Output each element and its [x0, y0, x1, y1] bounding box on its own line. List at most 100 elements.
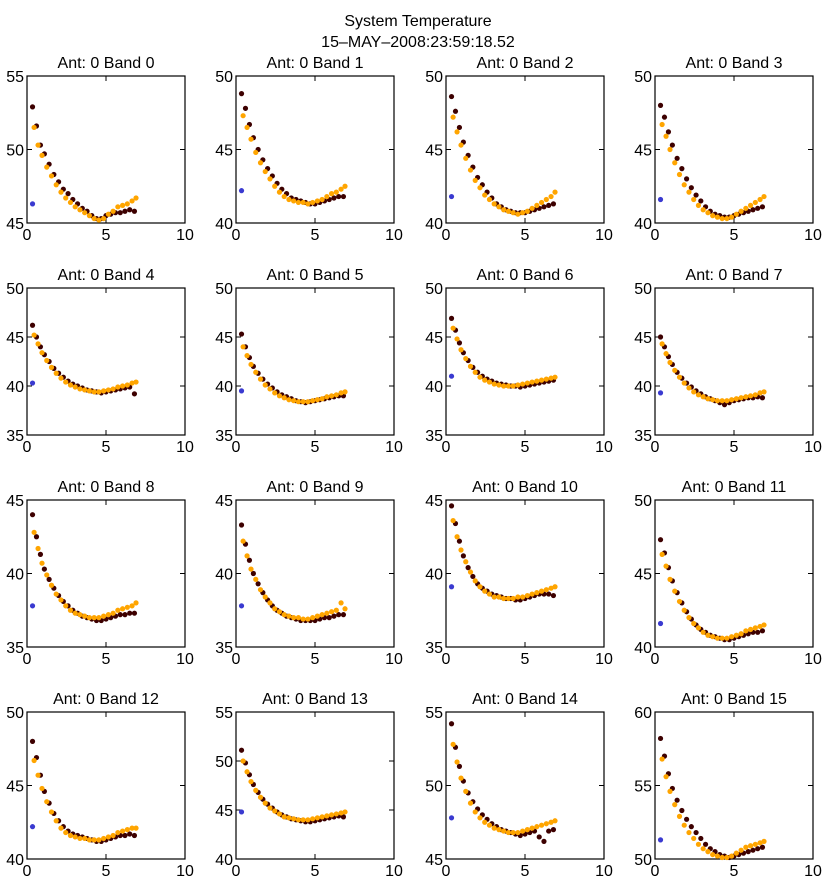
data-point	[458, 775, 464, 781]
data-point	[501, 207, 507, 213]
data-point	[700, 207, 706, 213]
data-point	[467, 800, 474, 806]
data-point	[117, 612, 123, 618]
series-dark	[448, 503, 557, 603]
data-point	[262, 382, 268, 388]
data-point	[242, 105, 249, 111]
data-point	[743, 844, 749, 850]
y-tick-label: 45	[215, 803, 233, 820]
data-point	[240, 113, 246, 119]
data-point	[663, 133, 669, 139]
data-point	[486, 196, 493, 203]
x-tick-label: 0	[23, 439, 32, 456]
data-point	[515, 829, 521, 836]
data-point	[286, 397, 292, 403]
data-point	[333, 392, 339, 398]
data-point	[534, 824, 540, 830]
x-tick-label: 5	[521, 227, 530, 244]
data-point	[676, 171, 683, 178]
axes-frame	[445, 711, 605, 860]
series-blue	[238, 388, 245, 394]
data-point	[472, 177, 478, 183]
data-point	[314, 815, 320, 821]
data-point	[705, 396, 711, 402]
data-point	[119, 828, 126, 834]
series-orange	[659, 756, 767, 861]
data-point	[738, 847, 744, 853]
series-orange	[450, 325, 558, 389]
y-tick-label: 55	[6, 69, 24, 86]
data-point	[53, 591, 59, 597]
subplot: Ant: 0 Band 11 0 5 10 40 45 50	[634, 479, 822, 668]
data-point	[276, 189, 283, 195]
data-point	[448, 584, 455, 590]
data-point	[29, 512, 36, 518]
x-tick-label: 0	[651, 439, 660, 456]
data-point	[131, 610, 138, 616]
y-tick-label: 40	[634, 216, 652, 233]
data-point	[477, 185, 483, 191]
series-blue	[657, 196, 664, 203]
subplot-title: Ant: 0 Band 7	[686, 267, 783, 284]
data-point	[262, 168, 268, 175]
data-point	[340, 612, 347, 618]
data-point	[745, 849, 751, 855]
y-tick-label: 40	[634, 379, 652, 396]
data-point	[710, 634, 716, 640]
data-point	[456, 340, 463, 346]
x-tick-label: 10	[176, 439, 194, 456]
data-point	[460, 553, 466, 559]
x-tick-label: 5	[730, 439, 739, 456]
data-point	[310, 398, 316, 404]
subplot-title: Ant: 0 Band 5	[267, 267, 364, 284]
data-point	[491, 594, 497, 600]
subplot-title: Ant: 0 Band 0	[58, 55, 155, 72]
data-point	[286, 815, 292, 821]
data-point	[695, 841, 702, 847]
data-point	[676, 374, 683, 380]
data-point	[755, 629, 761, 635]
x-tick-label: 0	[232, 227, 241, 244]
data-point	[541, 204, 547, 210]
data-point	[110, 832, 116, 839]
x-tick-label: 10	[595, 227, 613, 244]
data-point	[661, 114, 668, 120]
data-point	[63, 195, 69, 201]
x-tick-label: 5	[730, 651, 739, 668]
data-point	[127, 207, 133, 213]
data-point	[91, 215, 97, 222]
data-point	[482, 588, 488, 594]
data-point	[48, 173, 55, 179]
y-tick-label: 50	[634, 852, 652, 869]
data-point	[719, 398, 725, 404]
data-point	[710, 851, 716, 858]
data-point	[44, 799, 50, 805]
y-tick-label: 40	[6, 379, 24, 396]
y-tick-label: 40	[425, 216, 443, 233]
data-point	[110, 386, 116, 392]
series-blue	[29, 201, 36, 207]
data-point	[300, 399, 306, 405]
data-point	[733, 211, 739, 217]
data-point	[39, 560, 45, 566]
series-orange	[31, 529, 139, 621]
data-point	[520, 210, 526, 216]
data-point	[450, 325, 456, 331]
y-tick-label: 50	[634, 493, 652, 510]
data-point	[681, 607, 687, 613]
series-blue	[238, 188, 245, 194]
data-point	[448, 721, 455, 727]
data-point	[314, 397, 320, 403]
data-point	[340, 193, 347, 200]
data-point	[240, 344, 246, 350]
data-point	[448, 373, 455, 379]
data-point	[538, 199, 545, 206]
data-point	[300, 817, 306, 823]
data-point	[314, 613, 320, 619]
x-tick-label: 5	[730, 227, 739, 244]
data-point	[257, 376, 264, 382]
data-point	[96, 837, 102, 843]
data-point	[686, 829, 692, 836]
data-point	[702, 841, 709, 847]
data-point	[520, 381, 526, 387]
